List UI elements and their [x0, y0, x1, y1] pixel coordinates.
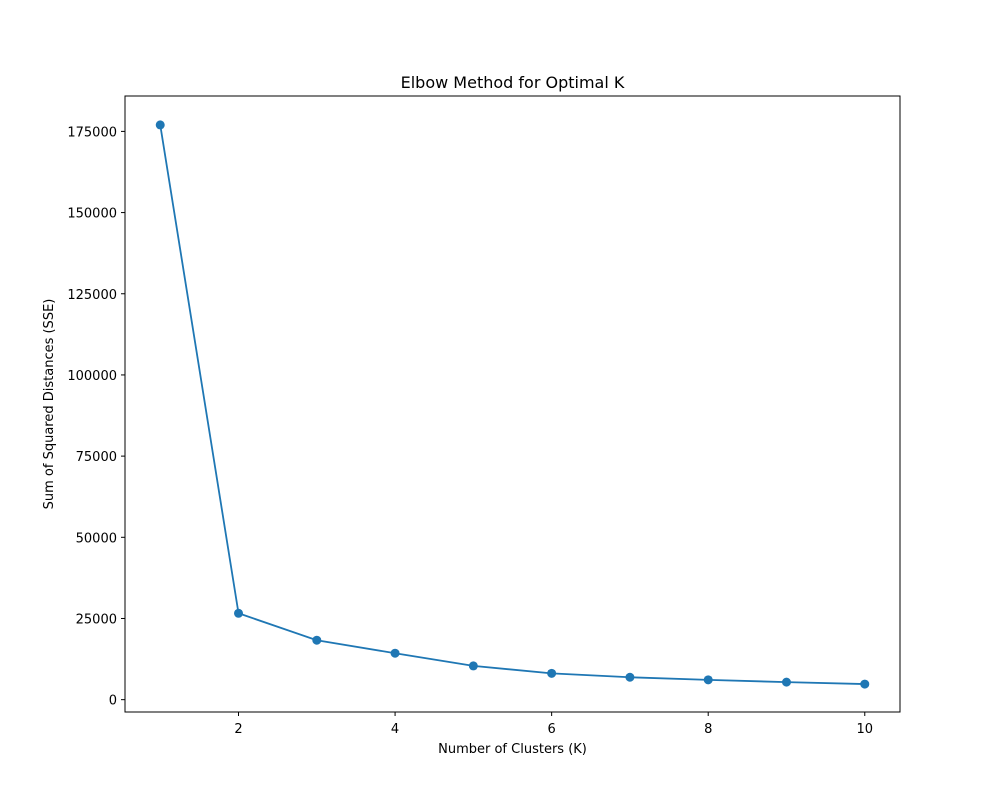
- plot-area: [124, 95, 901, 713]
- series-layer: [155, 120, 870, 689]
- x-tick-label: 2: [234, 722, 242, 737]
- chart-title: Elbow Method for Optimal K: [401, 73, 625, 92]
- data-point: [234, 608, 244, 618]
- y-tick-label: 125000: [67, 288, 117, 303]
- x-tick-label: 10: [856, 722, 873, 737]
- y-tick-label: 100000: [67, 369, 117, 384]
- y-tick-label: 150000: [67, 207, 117, 222]
- series-line: [159, 124, 865, 685]
- y-tick-label: 25000: [76, 612, 117, 627]
- data-point: [703, 675, 713, 685]
- x-axis-ticks: 2 4 6 8 10: [234, 712, 873, 737]
- y-tick-label: 50000: [76, 531, 117, 546]
- data-point: [155, 120, 165, 130]
- x-tick-label: 4: [391, 722, 399, 737]
- x-axis-label: Number of Clusters (K): [438, 742, 587, 757]
- data-point: [625, 672, 635, 682]
- data-point: [390, 648, 400, 658]
- x-tick-label: 8: [704, 722, 712, 737]
- x-tick-label: 6: [548, 722, 556, 737]
- data-point: [860, 679, 870, 689]
- data-point: [781, 677, 791, 687]
- y-tick-label: 75000: [76, 450, 117, 465]
- data-point: [468, 661, 478, 671]
- y-axis-label: Sum of Squared Distances (SSE): [42, 299, 57, 510]
- plot-frame: [124, 95, 901, 713]
- y-axis-ticks: 0 25000 50000 75000 100000 125000 150000 175000: [67, 125, 125, 709]
- data-point: [547, 668, 557, 678]
- y-tick-label: 0: [109, 694, 117, 709]
- y-tick-label: 175000: [67, 125, 117, 140]
- data-point: [312, 635, 322, 645]
